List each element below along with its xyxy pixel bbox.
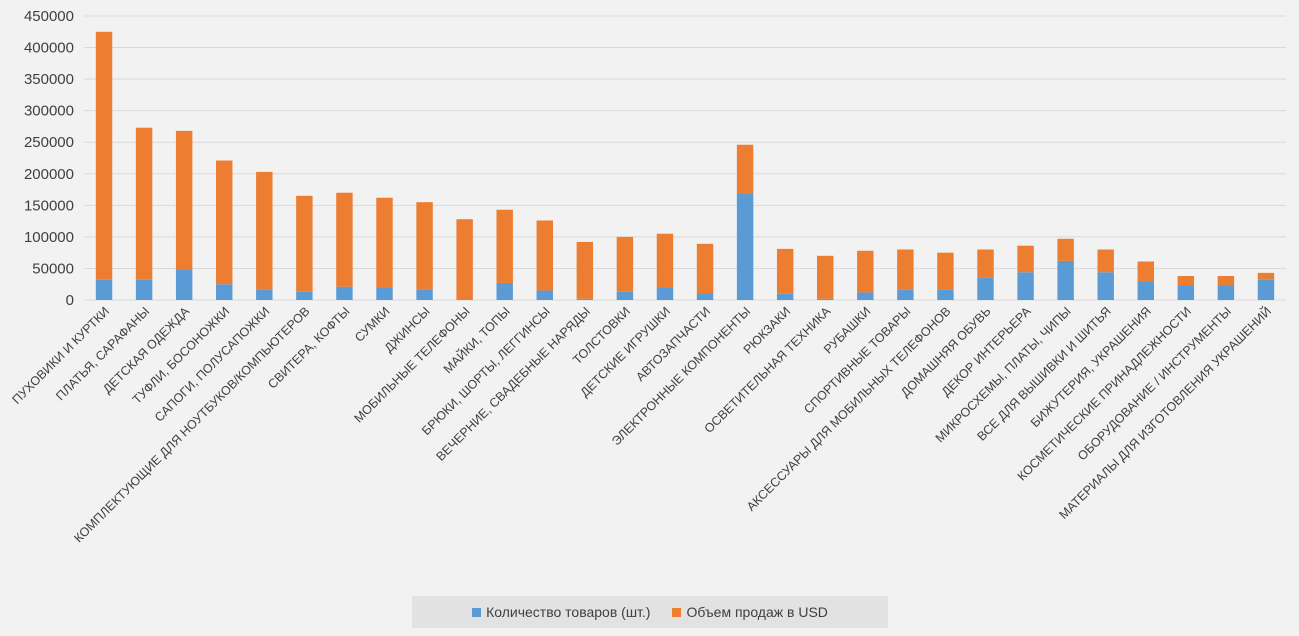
bar-quantity	[897, 289, 914, 300]
y-tick-label: 150000	[24, 197, 74, 214]
bar-sales	[857, 250, 874, 293]
bar-sales	[296, 195, 313, 292]
x-tick-label: МАЙКИ, ТОПЫ	[440, 304, 513, 377]
bar-sales	[95, 31, 113, 280]
bar-quantity	[135, 279, 153, 300]
bar-sales	[216, 160, 233, 285]
bar-sales	[736, 144, 754, 194]
bar-quantity	[496, 282, 513, 300]
bar-sales	[1217, 276, 1235, 286]
bar-quantity	[736, 193, 754, 300]
y-tick-label: 50000	[32, 260, 74, 277]
bar-sales	[656, 233, 674, 289]
bar-sales	[536, 220, 553, 291]
bar-sales	[1057, 238, 1074, 261]
bar-quantity	[1017, 272, 1034, 300]
bar-quantity	[1057, 260, 1074, 300]
bar-quantity	[175, 269, 193, 300]
bar-sales	[456, 219, 473, 300]
legend-swatch-sales	[672, 607, 682, 617]
gridlines	[84, 15, 1286, 301]
y-tick-label: 450000	[24, 8, 74, 25]
bar-quantity	[857, 292, 874, 300]
y-axis-ticks: 0 50000 100000 150000 200000 250000 300000 3500…	[24, 8, 74, 309]
bar-quantity	[95, 279, 113, 300]
bar-sales	[696, 243, 714, 294]
bar-quantity	[216, 284, 233, 300]
bar-quantity	[256, 289, 273, 300]
bar-sales	[416, 202, 433, 290]
bar-sales	[376, 197, 393, 289]
bar-sales	[977, 249, 994, 278]
bar-sales	[616, 236, 634, 292]
bar-sales	[1017, 245, 1034, 273]
bar-quantity	[376, 288, 393, 300]
y-tick-label: 100000	[24, 229, 74, 246]
bar-quantity	[1177, 285, 1195, 300]
bar-quantity	[937, 289, 954, 300]
bar-sales	[576, 241, 594, 299]
bar-quantity	[776, 293, 794, 300]
bar-sales	[256, 171, 273, 290]
bar-sales	[817, 255, 834, 299]
bar-quantity	[576, 298, 594, 300]
bar-sales	[1137, 261, 1154, 282]
bar-quantity	[696, 293, 714, 300]
bar-sales	[496, 209, 513, 283]
y-tick-label: 300000	[24, 103, 74, 120]
legend-label-quantity: Количество товаров (шт.)	[486, 604, 651, 620]
bar-quantity	[817, 298, 834, 300]
bar-quantity	[656, 288, 674, 300]
legend-item-sales: Объем продаж в USD	[672, 604, 828, 620]
bars	[95, 31, 1275, 300]
bar-quantity	[296, 291, 313, 300]
y-tick-label: 0	[66, 292, 74, 309]
bar-quantity	[1217, 285, 1235, 300]
bar-sales	[135, 127, 153, 280]
y-tick-label: 400000	[24, 40, 74, 57]
legend: Количество товаров (шт.) Объем продаж в …	[412, 596, 888, 628]
x-tick-label: АВТОЗАПЧАСТИ	[633, 304, 713, 384]
bar-quantity	[1097, 272, 1114, 300]
bar-sales	[1097, 249, 1114, 273]
bar-quantity	[416, 289, 433, 300]
bar-sales	[937, 252, 954, 290]
legend-swatch-quantity	[472, 607, 482, 617]
y-tick-label: 250000	[24, 134, 74, 151]
bar-sales	[897, 249, 914, 290]
y-tick-label: 200000	[24, 166, 74, 183]
bar-quantity	[536, 290, 553, 300]
legend-label-sales: Объем продаж в USD	[686, 604, 828, 620]
x-tick-label: СУМКИ	[352, 304, 392, 344]
bar-sales	[1177, 276, 1195, 286]
bar-sales	[776, 248, 794, 294]
bar-quantity	[616, 291, 634, 300]
bar-sales	[175, 130, 193, 270]
bar-quantity	[1257, 279, 1275, 300]
bar-quantity	[977, 277, 994, 300]
bar-sales	[336, 192, 353, 287]
bar-quantity	[1137, 281, 1154, 300]
bar-quantity	[336, 286, 353, 300]
legend-item-quantity: Количество товаров (шт.)	[472, 604, 650, 620]
bar-sales	[1257, 272, 1275, 280]
y-tick-label: 350000	[24, 71, 74, 88]
